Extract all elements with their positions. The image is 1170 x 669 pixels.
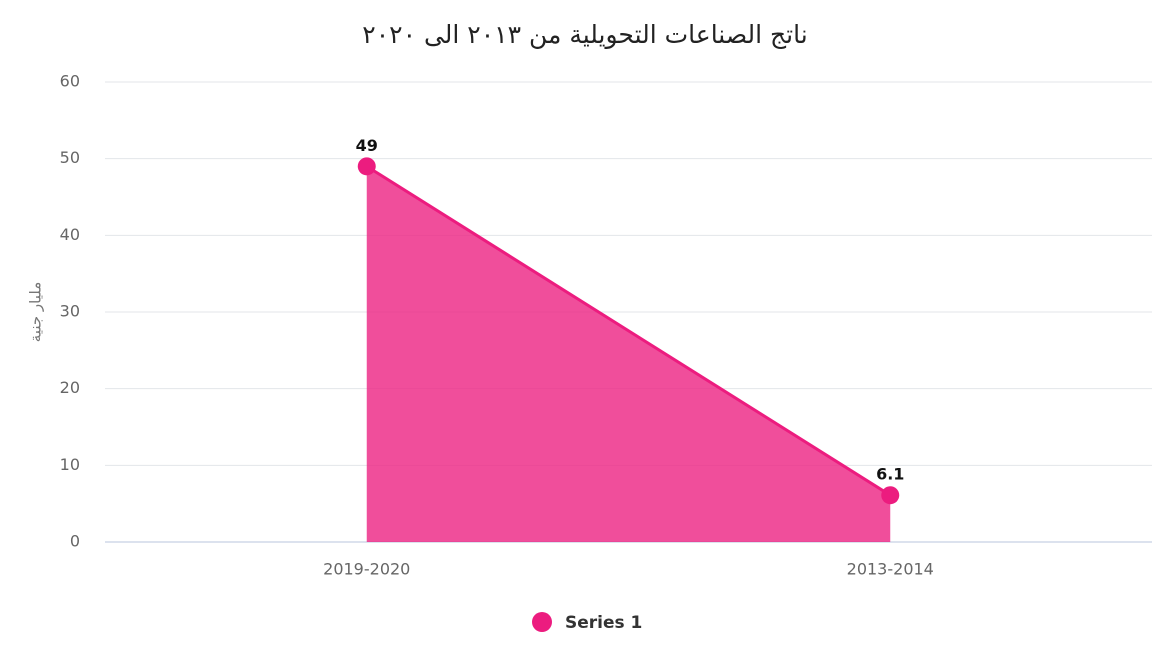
legend-label: Series 1 bbox=[565, 613, 642, 633]
y-tick-label: 20 bbox=[60, 378, 80, 397]
y-tick-label: 50 bbox=[60, 148, 80, 167]
y-tick-label: 40 bbox=[60, 225, 80, 244]
y-tick-label: 0 bbox=[70, 532, 80, 551]
x-tick-label: 2013-2014 bbox=[847, 560, 934, 579]
data-label: 49 bbox=[356, 136, 378, 155]
area-fill bbox=[366, 166, 891, 543]
y-axis-label: مليار جنية bbox=[27, 282, 45, 342]
area-line bbox=[365, 165, 892, 497]
legend-marker bbox=[532, 612, 552, 632]
x-tick-label: 2019-2020 bbox=[323, 560, 410, 579]
y-tick-label: 10 bbox=[60, 455, 80, 474]
chart-title: ناتج الصناعات التحويلية من ٢٠١٣ الى ٢٠٢٠ bbox=[362, 20, 807, 50]
y-tick-label: 60 bbox=[60, 72, 80, 91]
data-label: 6.1 bbox=[876, 465, 904, 484]
y-tick-label: 30 bbox=[60, 302, 80, 321]
point-marker bbox=[357, 157, 376, 176]
point-marker bbox=[881, 486, 900, 505]
